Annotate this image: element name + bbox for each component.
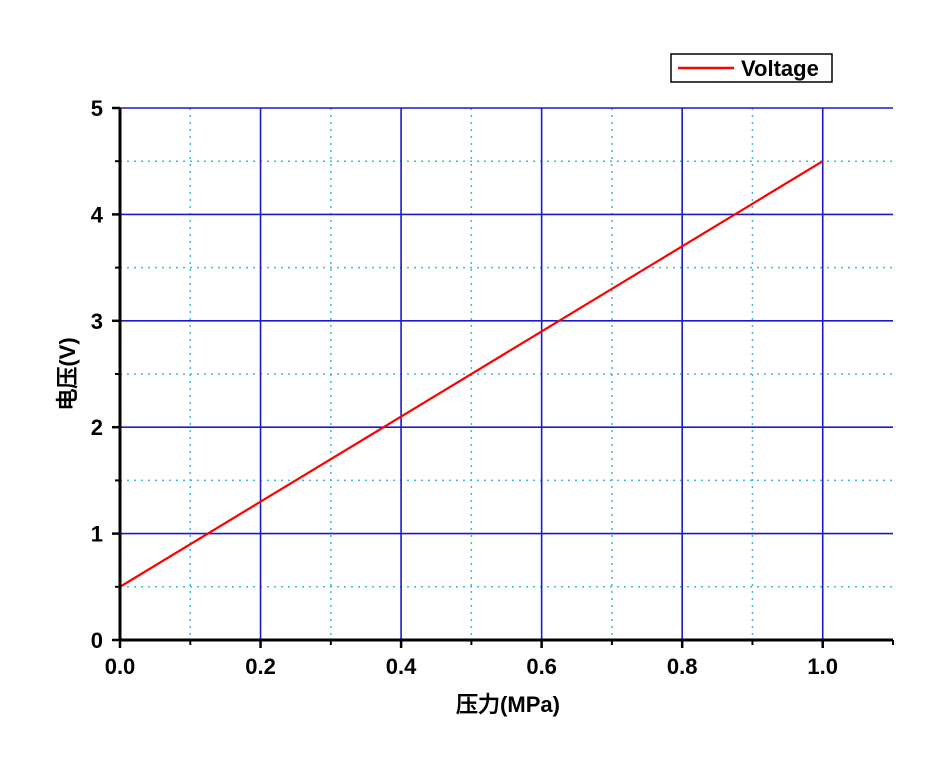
x-tick-label: 0.0	[105, 654, 136, 679]
y-tick-label: 1	[91, 522, 103, 547]
y-tick-label: 4	[91, 202, 104, 227]
x-tick-label: 0.4	[386, 654, 417, 679]
legend-box	[670, 53, 833, 83]
x-tick-label: 1.0	[807, 654, 838, 679]
y-tick-label: 0	[91, 628, 103, 653]
major-grid	[120, 107, 893, 640]
series-layer	[119, 160, 824, 588]
axes	[112, 106, 894, 648]
x-tick-label: 0.2	[245, 654, 276, 679]
x-axis-title: 压力(MPa)	[456, 692, 560, 717]
y-tick-label: 5	[91, 96, 103, 121]
tick-labels: 0.0 0.2 0.4 0.6 0.8 1.0 0 1 2 3 4 5	[91, 96, 838, 679]
legend: Voltage	[670, 53, 833, 83]
x-tick-label: 0.8	[667, 654, 698, 679]
x-tick-label: 0.6	[526, 654, 557, 679]
legend-label: Voltage	[741, 56, 819, 81]
series-line-voltage	[119, 160, 824, 588]
y-tick-label: 3	[91, 309, 103, 334]
y-tick-label: 2	[91, 415, 103, 440]
y-axis-title: 电压(V)	[55, 337, 80, 410]
